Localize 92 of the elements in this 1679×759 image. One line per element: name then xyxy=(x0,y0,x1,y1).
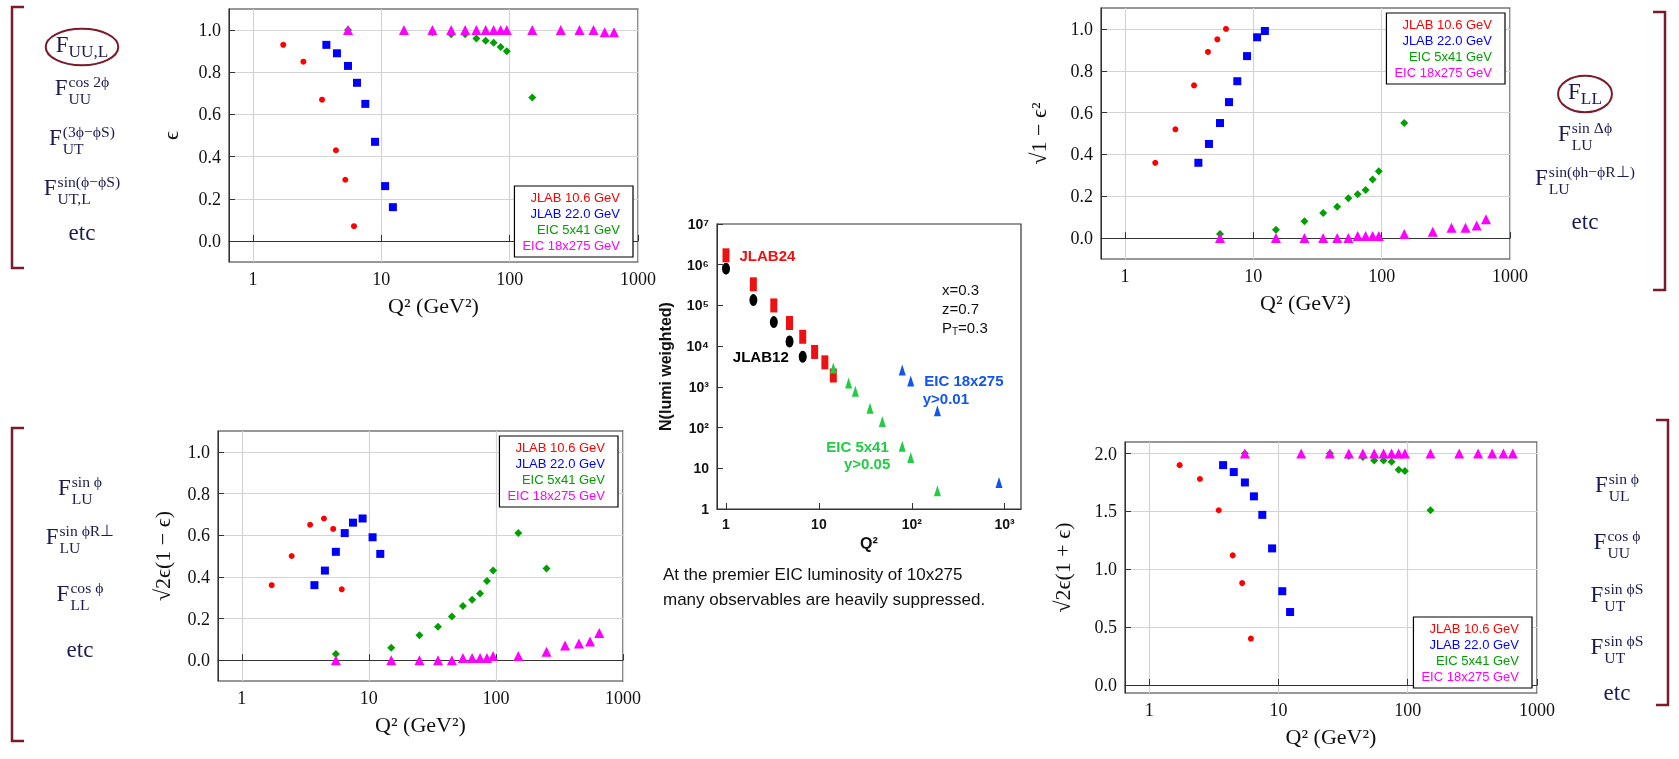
y-tick-label: 0.6 xyxy=(187,525,210,546)
y-tick-label: 1.5 xyxy=(1094,501,1117,522)
y-tick-label: 0.2 xyxy=(198,188,221,209)
y-tick-label: 1.0 xyxy=(198,20,221,41)
x-tick-label: 10² xyxy=(901,516,923,532)
y-tick-label: 1.0 xyxy=(1094,559,1117,580)
x-axis-title: Q² (GeV²) xyxy=(388,292,479,318)
text: EIC 5x41 GeV xyxy=(1408,49,1493,64)
annotation: y>0.01 xyxy=(922,389,970,407)
y-tick-label: 1 xyxy=(701,501,710,517)
text: EIC 18x275 GeV xyxy=(1421,669,1520,684)
text: EIC 5x41 GeV xyxy=(521,472,606,487)
text: JLAB 10.6 GeV xyxy=(1402,17,1493,32)
y-tick-label: 1.0 xyxy=(1070,18,1093,39)
x-tick-label: 10 xyxy=(1244,266,1263,286)
y-tick-label: 10⁶ xyxy=(686,256,709,273)
text: EIC 5x41 GeV xyxy=(1435,653,1520,668)
text: F$_{UU,L}$ xyxy=(55,31,109,63)
text: JLAB 10.6 GeV xyxy=(515,440,606,455)
x-tick-label: 1 xyxy=(1120,266,1130,286)
text: JLAB 22.0 GeV xyxy=(1402,33,1493,48)
x-tick-label: 10 xyxy=(359,688,378,708)
text: etc xyxy=(1571,209,1599,235)
y-tick-label: 0.5 xyxy=(1094,617,1117,638)
text: JLAB 10.6 GeV xyxy=(530,190,621,205)
y-tick-label: 0.2 xyxy=(187,608,210,629)
series-label: JLAB12 xyxy=(732,348,789,366)
x-tick-label: 10 xyxy=(372,269,391,289)
annotation: z=0.7 xyxy=(942,300,980,317)
text: At the premier EIC luminosity of 10x275 many observables are heavily suppressed. xyxy=(663,565,986,609)
y-tick-label: 0.8 xyxy=(187,483,210,504)
x-tick-label: 100 xyxy=(482,688,510,708)
y-axis-title: √2ϵ(1 + ϵ) xyxy=(1049,522,1075,613)
annotation: y>0.05 xyxy=(843,455,891,473)
y-tick-label: 10³ xyxy=(688,378,710,395)
y-tick-label: 0.8 xyxy=(1070,60,1093,81)
text: JLAB 22.0 GeV xyxy=(530,206,621,221)
x-tick-label: 1000 xyxy=(605,688,641,708)
text: EIC 18x275 GeV xyxy=(1394,65,1493,80)
x-tick-label: 100 xyxy=(1394,700,1422,720)
x-axis-title: Q² (GeV²) xyxy=(1285,723,1377,749)
text: etc xyxy=(1603,680,1631,706)
y-tick-label: 0.6 xyxy=(198,104,221,125)
x-tick-label: 1 xyxy=(722,516,731,532)
text: etc xyxy=(68,220,96,246)
x-tick-label: 1 xyxy=(1144,700,1154,720)
text: F$_{LL}$ xyxy=(1568,78,1602,110)
x-tick-label: 10 xyxy=(1269,700,1288,720)
x-tick-label: 1000 xyxy=(1492,266,1528,286)
y-tick-label: 0.0 xyxy=(1094,674,1117,695)
y-axis-title: √2ϵ(1 − ϵ) xyxy=(149,511,175,601)
y-tick-label: 0.0 xyxy=(187,650,210,671)
annotation: x=0.3 xyxy=(942,281,980,298)
y-axis-title: N(lumi weighted) xyxy=(656,302,674,431)
x-tick-label: 100 xyxy=(1368,266,1396,286)
x-axis-title: Q² (GeV²) xyxy=(375,711,466,737)
y-tick-label: 1.0 xyxy=(187,441,210,462)
text: JLAB 10.6 GeV xyxy=(1429,621,1520,636)
y-tick-label: 10 xyxy=(693,460,710,477)
x-axis-title: Q² (GeV²) xyxy=(1260,289,1351,315)
y-tick-label: 0.0 xyxy=(198,230,221,251)
x-axis-title: Q² xyxy=(860,535,878,553)
text: EIC 18x275 GeV xyxy=(522,238,621,253)
y-tick-label: 10⁴ xyxy=(686,338,710,355)
series-label: JLAB24 xyxy=(739,246,797,264)
text: JLAB 22.0 GeV xyxy=(515,456,606,471)
y-tick-label: 0.2 xyxy=(1070,186,1093,207)
text: etc xyxy=(66,637,94,663)
x-tick-label: 1000 xyxy=(620,269,656,289)
x-tick-label: 10 xyxy=(811,516,827,532)
series-label: EIC 18x275 xyxy=(924,372,1004,390)
x-tick-label: 1000 xyxy=(1519,700,1555,720)
y-tick-label: 2.0 xyxy=(1094,443,1117,464)
x-tick-label: 1 xyxy=(248,269,258,289)
x-tick-label: 100 xyxy=(496,269,524,289)
y-tick-label: 0.8 xyxy=(198,62,221,83)
y-tick-label: 0.4 xyxy=(187,566,210,587)
text: EIC 18x275 GeV xyxy=(507,488,606,503)
text: EIC 5x41 GeV xyxy=(536,222,621,237)
y-tick-label: 10⁷ xyxy=(687,216,710,232)
y-tick-label: 10⁵ xyxy=(686,297,709,314)
y-tick-label: 0.6 xyxy=(1070,102,1093,123)
y-tick-label: 0.0 xyxy=(1070,228,1093,249)
y-tick-label: 0.4 xyxy=(198,146,221,167)
y-axis-title: √1 − ϵ² xyxy=(1025,102,1051,165)
y-tick-label: 10² xyxy=(688,419,710,436)
x-tick-label: 10³ xyxy=(994,516,1016,532)
y-axis-title: ϵ xyxy=(157,130,183,140)
text: JLAB 22.0 GeV xyxy=(1429,637,1520,652)
y-tick-label: 0.4 xyxy=(1070,144,1093,165)
x-tick-label: 1 xyxy=(237,688,247,708)
series-label: EIC 5x41 xyxy=(826,437,889,455)
